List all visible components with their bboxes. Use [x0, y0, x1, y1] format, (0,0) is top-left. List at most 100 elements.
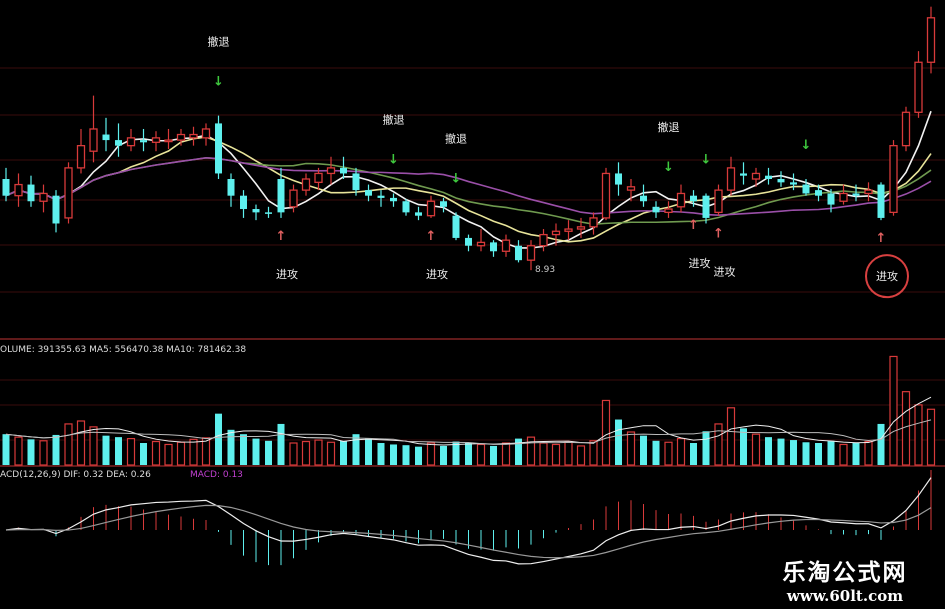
volume-bar [852, 443, 860, 465]
candle-body [490, 242, 497, 252]
volume-bar [126, 438, 136, 466]
candle-body [140, 140, 147, 143]
volume-bar [76, 420, 86, 466]
volume-ma5-line [5, 396, 932, 446]
candle [352, 167, 360, 196]
candle [402, 199, 410, 216]
candle-body [176, 133, 186, 141]
volume-bar [751, 433, 761, 466]
candle [640, 184, 647, 207]
candle [539, 229, 548, 252]
candle [864, 182, 873, 202]
candle [52, 190, 60, 233]
volume-bar [690, 443, 697, 465]
ma10-line [5, 136, 932, 243]
volume-bar [827, 440, 835, 465]
candle-body [365, 190, 372, 196]
volume-bar [676, 438, 686, 466]
volume-bar [815, 443, 822, 465]
volume-bar [365, 438, 372, 465]
candle-body [277, 179, 285, 213]
candle-body [476, 241, 486, 247]
volume-bar [176, 441, 186, 466]
ma5-line [5, 110, 932, 249]
sell-signal-label: 撤退 [445, 131, 467, 145]
candle-body [415, 212, 422, 216]
candle [501, 234, 511, 257]
candle-body [751, 172, 761, 180]
candle-body [115, 140, 122, 146]
candle-body [864, 189, 873, 195]
candle-body [377, 195, 385, 198]
candle-body [777, 179, 785, 183]
candle [664, 201, 673, 218]
volume-bar [340, 440, 347, 465]
candle-body [815, 190, 822, 196]
volume-bar [14, 436, 23, 466]
candle [89, 95, 98, 163]
candle [726, 156, 736, 196]
candle [626, 179, 636, 202]
candle-body [615, 173, 622, 185]
candle [690, 190, 697, 207]
candle [827, 189, 835, 213]
candle-body [501, 239, 511, 252]
volume-bar [265, 440, 272, 465]
candle-body [352, 173, 360, 191]
candle [765, 167, 772, 185]
candle-body [314, 172, 323, 183]
candle-body [265, 212, 272, 214]
candle [515, 240, 522, 263]
volume-bar [252, 438, 260, 465]
candle [589, 212, 598, 235]
volume-bar [476, 443, 486, 466]
candle [465, 234, 472, 252]
candle-body [539, 233, 548, 247]
watermark-url: www.60lt.com [786, 587, 904, 605]
sell-arrow-icon: ↓ [663, 160, 674, 175]
volume-bar [415, 446, 422, 465]
candle-body [89, 128, 98, 152]
candle [551, 223, 561, 246]
volume-bar [726, 407, 736, 466]
volume-bar [640, 435, 647, 465]
volume-bar [326, 441, 336, 466]
candle-body [564, 228, 573, 232]
candle-body [227, 179, 235, 196]
volume-bar [490, 445, 497, 465]
volume-bar [240, 434, 247, 465]
candle [615, 162, 622, 196]
candle-body [589, 217, 598, 228]
candle [839, 184, 848, 205]
volume-bar [352, 434, 360, 465]
candle-body [189, 133, 198, 139]
volume-bar [465, 443, 472, 465]
candle-body [440, 201, 447, 207]
candle [802, 179, 810, 196]
volume-bar [189, 438, 198, 466]
candle-body [515, 245, 522, 261]
candle [377, 190, 385, 207]
volume-bar [164, 443, 173, 466]
sell-arrow-icon: ↓ [701, 152, 712, 167]
volume-bar [102, 435, 110, 465]
volume-bar [52, 434, 60, 465]
candle [815, 184, 822, 202]
volume-bar [714, 423, 723, 466]
candle-body [76, 145, 86, 169]
candle [415, 206, 422, 221]
candle-body [52, 195, 60, 224]
candle-body [240, 195, 247, 210]
candle [365, 184, 372, 202]
buy-signal-label: 进攻 [276, 267, 298, 281]
volume-bar [901, 391, 911, 466]
candle [189, 126, 198, 146]
candle [102, 117, 110, 152]
candle-body [852, 193, 860, 196]
candle-body [664, 208, 673, 214]
candle [426, 195, 436, 218]
candle [564, 220, 573, 241]
volume-bar [539, 442, 548, 466]
candle-body [652, 206, 660, 213]
